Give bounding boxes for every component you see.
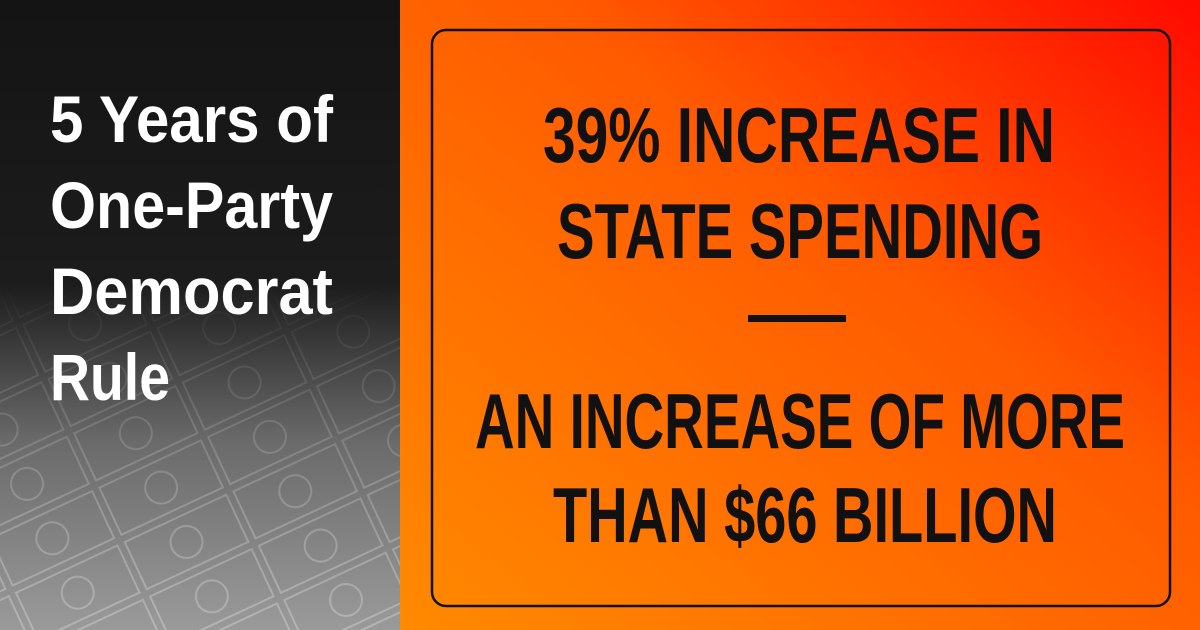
left-title: 5 Years of One-Party Democrat Rule <box>50 82 334 414</box>
title-line: 5 Years of <box>50 82 334 156</box>
detail-line: AN INCREASE OF MORE <box>475 377 1125 465</box>
money-texture <box>0 0 400 630</box>
title-line: One-Party <box>50 168 333 242</box>
text-box <box>430 28 1172 608</box>
title-line: Rule <box>50 340 170 414</box>
title-line: Democrat <box>50 254 333 328</box>
separator <box>748 315 846 322</box>
box-text: 39% INCREASE IN STATE SPENDING AN INCREA… <box>475 91 1125 559</box>
headline-line: STATE SPENDING <box>557 187 1043 275</box>
detail-line: THAN $66 BILLION <box>553 471 1057 559</box>
headline-line: 39% INCREASE IN <box>543 91 1055 179</box>
